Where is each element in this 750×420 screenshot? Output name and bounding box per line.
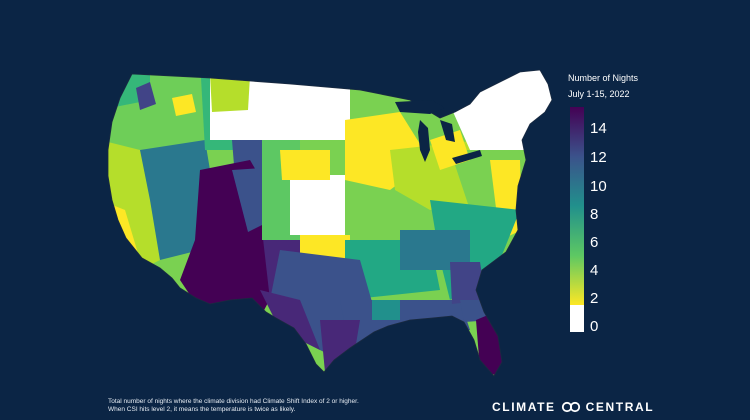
region-northwest-hotspot [136,82,156,110]
region-florida-north [460,300,494,322]
footnote-line-2: When CSI hits level 2, it means the temp… [108,406,296,414]
legend-tick: 8 [590,206,599,223]
lake-michigan [418,120,430,162]
lake-superior [395,100,445,114]
region-montana-green [210,74,250,112]
legend-tick: 2 [590,290,599,307]
region-florida [476,310,510,376]
region-central-plains-white [290,175,345,235]
region-georgia [450,262,486,304]
lake-huron [440,120,455,142]
legend-tick: 14 [590,120,607,137]
region-louisiana [372,300,400,320]
legend-subtitle: July 1-15, 2022 [568,89,630,99]
brand-name-right: CENTRAL [585,400,655,414]
region-texas-coast [320,320,360,376]
lake-erie [452,150,482,164]
region-gulf-coast [340,300,470,350]
legend-color-bar [570,107,584,332]
legend-tick: 0 [590,318,599,335]
legend-tick: 10 [590,178,607,195]
region-tennessee [400,230,470,270]
region-oregon-yellow [172,94,196,116]
us-outline [107,69,553,377]
legend-tick: 6 [590,234,599,251]
footnote-line-1: Total number of nights where the climate… [108,398,359,405]
legend-title: Number of Nights [568,73,639,83]
legend-tick: 4 [590,262,599,279]
brand-name-left: CLIMATE [492,400,556,414]
brand-logo: CLIMATE CENTRAL [492,400,654,414]
legend-tick: 12 [590,149,607,166]
region-west-texas [260,290,320,350]
infinity-icon [561,401,580,413]
footnote: Total number of nights where the climate… [108,398,359,414]
region-nebraska-yellow [280,150,330,180]
us-map [107,69,553,377]
